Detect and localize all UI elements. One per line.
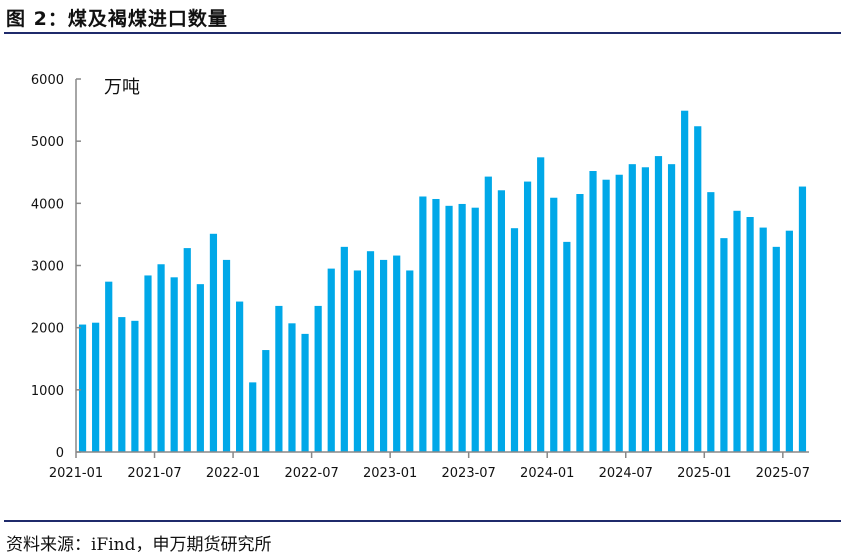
bar-2023-04 <box>432 198 440 452</box>
unit-label: 万吨 <box>104 77 140 98</box>
bar-2021-08 <box>170 277 178 452</box>
y-tick-label: 2000 <box>31 322 64 337</box>
bar-2024-12 <box>694 126 702 452</box>
bar-2024-07 <box>628 164 636 452</box>
bar-2022-01 <box>236 301 244 452</box>
bar-2023-05 <box>445 205 453 452</box>
y-tick-label: 5000 <box>31 135 64 150</box>
bar-2021-04 <box>118 317 126 452</box>
x-tick-label: 2024-01 <box>520 466 574 481</box>
bar-2024-06 <box>615 174 623 452</box>
bar-2021-07 <box>157 264 165 452</box>
bar-2023-01 <box>393 255 401 452</box>
bar-2024-08 <box>641 167 649 452</box>
bar-2025-06 <box>772 246 780 452</box>
bar-2025-04 <box>746 217 754 452</box>
bar-2024-02 <box>563 241 571 452</box>
bar-2024-10 <box>667 164 676 452</box>
bar-2022-07 <box>314 305 322 452</box>
x-tick-label: 2023-01 <box>363 466 417 481</box>
bar-2021-09 <box>183 248 191 452</box>
bar-2023-06 <box>458 203 466 452</box>
bar-2021-10 <box>196 284 204 452</box>
bar-2021-11 <box>209 233 218 452</box>
bar-2021-03 <box>105 281 113 452</box>
y-tick-label: 3000 <box>31 260 64 275</box>
bar-2024-11 <box>681 110 689 452</box>
bar-2025-02 <box>720 238 728 452</box>
bar-2021-05 <box>131 320 139 452</box>
bar-2022-11 <box>366 251 375 452</box>
x-tick-label: 2021-07 <box>127 466 181 481</box>
bar-2021-12 <box>222 259 231 452</box>
bar-2023-03 <box>419 196 427 452</box>
bar-2021-06 <box>144 275 152 452</box>
bar-2025-08 <box>798 186 807 452</box>
bar-2022-09 <box>340 246 348 452</box>
y-tick-label: 0 <box>56 446 64 461</box>
x-tick-label: 2021-01 <box>49 466 103 481</box>
bar-2023-08 <box>484 176 492 452</box>
bar-2022-12 <box>379 259 388 452</box>
y-tick-label: 6000 <box>31 73 64 88</box>
bar-2023-02 <box>406 270 414 452</box>
bar-2022-06 <box>301 333 309 452</box>
x-tick-label: 2025-07 <box>756 466 810 481</box>
bar-2023-10 <box>510 228 519 452</box>
x-tick-label: 2022-01 <box>206 466 260 481</box>
x-tick-label: 2023-07 <box>442 466 496 481</box>
bar-2024-05 <box>602 179 610 452</box>
x-tick-label: 2022-07 <box>284 466 338 481</box>
bar-2025-01 <box>707 192 715 453</box>
bar-2022-10 <box>353 270 362 452</box>
bar-2024-03 <box>576 194 584 452</box>
bar-2022-04 <box>275 305 283 452</box>
y-tick-label: 4000 <box>31 197 64 212</box>
bar-2021-01 <box>78 324 87 452</box>
bar-2023-09 <box>497 190 506 453</box>
bar-2022-05 <box>288 323 296 452</box>
x-tick-label: 2024-07 <box>599 466 653 481</box>
bar-2025-03 <box>733 210 741 452</box>
bar-2024-01 <box>550 197 558 452</box>
source-note: 资料来源：iFind，申万期货研究所 <box>6 535 272 555</box>
footer-divider <box>4 520 841 522</box>
bar-2023-12 <box>537 157 545 452</box>
bar-2023-07 <box>471 207 479 452</box>
bar-2022-03 <box>262 350 270 452</box>
bar-2025-05 <box>759 227 767 452</box>
bar-2024-09 <box>654 156 663 452</box>
figure-title: 图 2：煤及褐煤进口数量 <box>6 8 228 30</box>
bar-2022-08 <box>327 268 335 452</box>
bar-2023-11 <box>523 181 532 452</box>
bar-2021-02 <box>92 322 100 452</box>
bar-2022-02 <box>249 382 257 452</box>
bar-2024-04 <box>589 171 597 453</box>
bar-2025-07 <box>785 230 793 452</box>
title-divider <box>4 32 841 34</box>
x-tick-label: 2025-01 <box>677 466 731 481</box>
y-tick-label: 1000 <box>31 384 64 399</box>
